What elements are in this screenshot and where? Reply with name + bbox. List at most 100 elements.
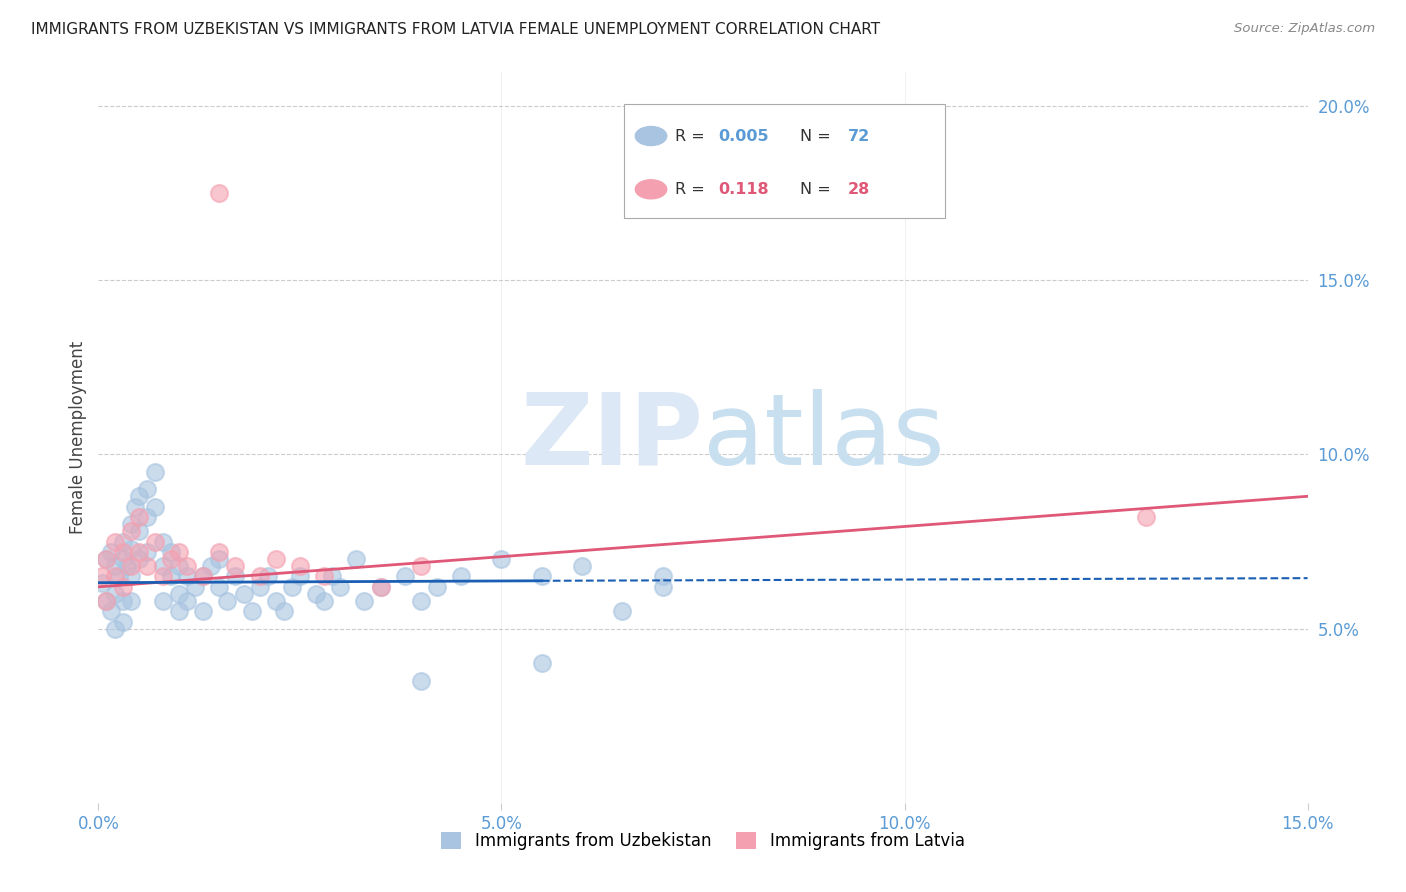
Point	[370, 580, 392, 594]
Point	[176, 558, 198, 573]
Point	[107, 569, 129, 583]
Point	[394, 569, 416, 583]
Point	[264, 594, 287, 608]
Y-axis label: Female Unemployment: Female Unemployment	[69, 341, 87, 533]
Point	[124, 500, 146, 514]
Point	[115, 558, 138, 573]
Point	[120, 594, 142, 608]
Point	[91, 576, 114, 591]
Point	[450, 569, 472, 583]
Point	[321, 569, 343, 583]
Point	[100, 604, 122, 618]
Point	[167, 545, 190, 559]
Point	[135, 483, 157, 497]
Point	[120, 558, 142, 573]
Point	[103, 587, 125, 601]
Point	[208, 580, 231, 594]
Point	[96, 552, 118, 566]
FancyBboxPatch shape	[624, 104, 945, 218]
Point	[135, 558, 157, 573]
Text: IMMIGRANTS FROM UZBEKISTAN VS IMMIGRANTS FROM LATVIA FEMALE UNEMPLOYMENT CORRELA: IMMIGRANTS FROM UZBEKISTAN VS IMMIGRANTS…	[31, 22, 880, 37]
Point	[143, 500, 166, 514]
Point	[208, 186, 231, 201]
Point	[103, 569, 125, 583]
Point	[128, 524, 150, 538]
Point	[249, 580, 271, 594]
Point	[120, 524, 142, 538]
Point	[152, 558, 174, 573]
Point	[344, 552, 367, 566]
Point	[256, 569, 278, 583]
Point	[103, 534, 125, 549]
Point	[249, 569, 271, 583]
Point	[111, 594, 134, 608]
Point	[193, 604, 215, 618]
Point	[208, 552, 231, 566]
Text: 28: 28	[848, 182, 870, 197]
Point	[530, 657, 553, 671]
Point	[152, 534, 174, 549]
Point	[167, 604, 190, 618]
Point	[160, 545, 183, 559]
Text: N =: N =	[800, 182, 835, 197]
Point	[103, 622, 125, 636]
Point	[143, 534, 166, 549]
Point	[135, 510, 157, 524]
Legend: Immigrants from Uzbekistan, Immigrants from Latvia: Immigrants from Uzbekistan, Immigrants f…	[434, 825, 972, 856]
Text: R =: R =	[675, 128, 710, 144]
Point	[193, 569, 215, 583]
Point	[571, 558, 593, 573]
Point	[329, 580, 352, 594]
Point	[111, 580, 134, 594]
Point	[314, 569, 336, 583]
Point	[96, 594, 118, 608]
Point	[288, 569, 311, 583]
Point	[224, 558, 246, 573]
Point	[305, 587, 328, 601]
Point	[143, 465, 166, 479]
Point	[152, 594, 174, 608]
Point	[314, 594, 336, 608]
Point	[353, 594, 375, 608]
Point	[167, 558, 190, 573]
Point	[224, 569, 246, 583]
Point	[612, 604, 634, 618]
Point	[491, 552, 513, 566]
Point	[100, 545, 122, 559]
Point	[264, 552, 287, 566]
Point	[91, 569, 114, 583]
Point	[160, 569, 183, 583]
Point	[281, 580, 304, 594]
Text: R =: R =	[675, 182, 716, 197]
Point	[232, 587, 254, 601]
Point	[103, 558, 125, 573]
Text: Source: ZipAtlas.com: Source: ZipAtlas.com	[1234, 22, 1375, 36]
Point	[370, 580, 392, 594]
Point	[273, 604, 295, 618]
Point	[217, 594, 239, 608]
Text: ZIP: ZIP	[520, 389, 703, 485]
Point	[128, 510, 150, 524]
Point	[530, 569, 553, 583]
Point	[208, 545, 231, 559]
Point	[1135, 510, 1157, 524]
Point	[409, 673, 432, 688]
Point	[240, 604, 263, 618]
Point	[193, 569, 215, 583]
Text: 0.118: 0.118	[718, 182, 769, 197]
Point	[426, 580, 449, 594]
Point	[651, 580, 673, 594]
Circle shape	[636, 180, 666, 199]
Point	[135, 545, 157, 559]
Point	[176, 569, 198, 583]
Text: 0.005: 0.005	[718, 128, 769, 144]
Point	[128, 545, 150, 559]
Text: atlas: atlas	[703, 389, 945, 485]
Circle shape	[636, 127, 666, 145]
Point	[96, 552, 118, 566]
Point	[120, 541, 142, 556]
Point	[120, 517, 142, 532]
Point	[111, 615, 134, 629]
Text: 72: 72	[848, 128, 870, 144]
Text: N =: N =	[800, 128, 835, 144]
